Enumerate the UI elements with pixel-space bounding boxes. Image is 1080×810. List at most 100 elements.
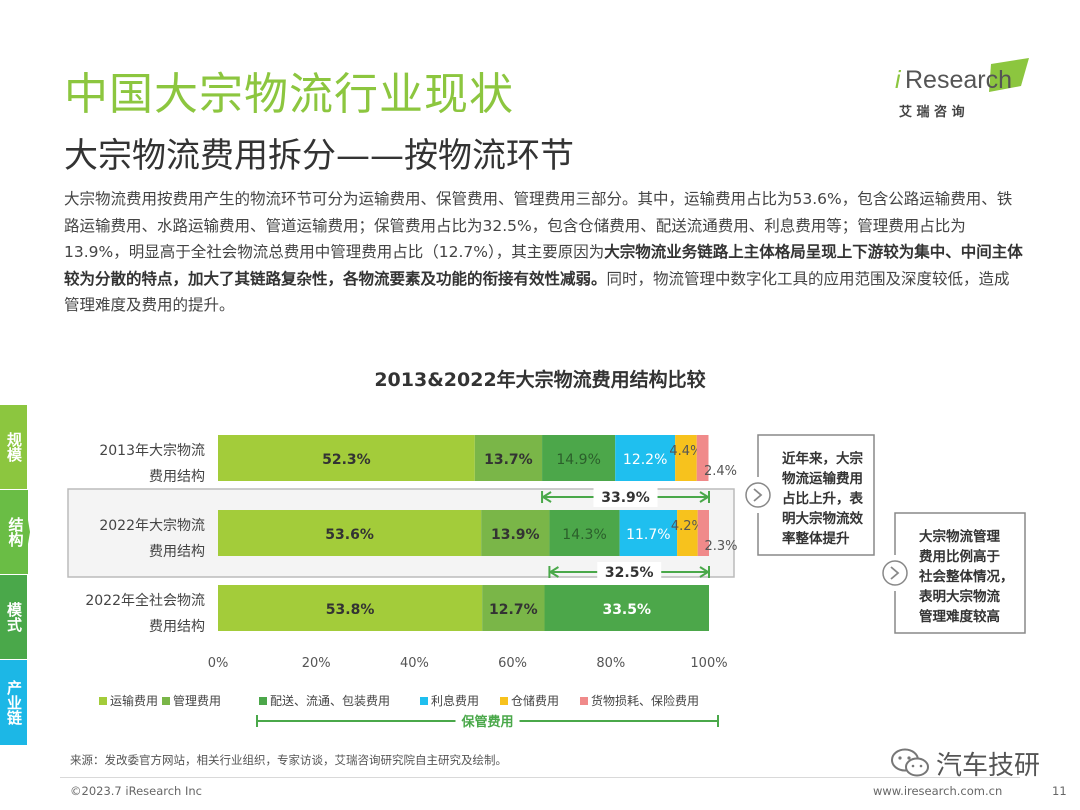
bracket-label: 32.5% [605, 565, 654, 581]
category-label: 2022年全社会物流 [85, 592, 205, 609]
bar-segment [697, 510, 709, 556]
bar-label: 4.2% [671, 519, 704, 534]
bar-label: 2.3% [704, 539, 737, 554]
legend-label: 运输费用 [110, 693, 158, 708]
bracket-arrow [699, 491, 710, 503]
callout-management-box [894, 512, 1026, 634]
bar-segment [542, 435, 616, 481]
callout-efficiency-chevron-icon [745, 482, 771, 508]
bracket-arrow [541, 491, 552, 503]
bracket-arrow [548, 566, 559, 578]
chart-title: 2013&2022年大宗物流费用结构比较 [374, 369, 706, 391]
bar-label: 11.7% [626, 527, 670, 543]
callout-efficiency-box [757, 434, 875, 556]
footer-divider [60, 777, 1020, 778]
callout-management-text: 费用比例高于 [919, 548, 1000, 565]
callout-management-text: 管理难度较高 [919, 608, 1000, 625]
bar-segment [696, 435, 709, 481]
callout-efficiency-text: 明大宗物流效 [782, 510, 863, 527]
bracket-arrow [699, 566, 710, 578]
callout-management-chevron-icon [882, 560, 908, 586]
bar-segment [675, 435, 697, 481]
side-nav-item-1[interactable]: 结构 [0, 490, 30, 574]
side-nav-label: 模式 [5, 602, 23, 632]
intro-segment-0: 大宗物流费用按费用产生的物流环节可分为运输费用、保管费用、管理费用三部分。其中，… [64, 190, 1013, 261]
callout-management-text: 表明大宗物流 [919, 588, 1000, 605]
legend-label: 管理费用 [173, 693, 221, 708]
bar-label: 13.7% [484, 452, 533, 468]
bar-segment [474, 435, 543, 481]
bar-segment [482, 585, 545, 631]
x-tick-label: 100% [690, 656, 727, 671]
category-label: 费用结构 [149, 469, 205, 485]
category-label: 2022年大宗物流 [99, 518, 205, 534]
intro-paragraph: 大宗物流费用按费用产生的物流环节可分为运输费用、保管费用、管理费用三部分。其中，… [64, 186, 1024, 319]
legend-swatch [259, 697, 267, 705]
bar-label: 52.3% [322, 452, 371, 468]
category-label: 费用结构 [149, 544, 205, 560]
watermark: 汽车技研 [890, 745, 1040, 781]
site-url[interactable]: www.iresearch.com.cn [873, 784, 1003, 798]
x-tick-label: 80% [596, 656, 625, 671]
callout-efficiency-text: 物流运输费用 [782, 470, 863, 487]
bar-segment [544, 585, 709, 631]
callout-efficiency-text: 占比上升，表 [782, 490, 863, 507]
x-tick-label: 0% [208, 656, 229, 671]
page-title: 中国大宗物流行业现状 [64, 69, 514, 120]
logo-cn: 艾 瑞 咨 询 [899, 104, 965, 120]
bar-label: 13.9% [491, 527, 540, 543]
callout-efficiency-text: 近年来，大宗 [782, 450, 863, 467]
side-nav-item-3[interactable]: 产业链 [0, 660, 27, 745]
bar-label: 53.6% [325, 527, 374, 543]
bar-label: 14.3% [562, 527, 606, 543]
bar-segment [218, 510, 482, 556]
logo-wordmark: Research [905, 66, 1012, 94]
legend-swatch [420, 697, 428, 705]
intro-segment-2: 同时，物流管理中数字化工具的应用范围及深度较低，造成管理难度及费用的提升。 [64, 269, 1010, 315]
wechat-icon [891, 748, 929, 777]
bar-label: 53.8% [326, 602, 375, 618]
bracket-label-bg [593, 487, 658, 507]
bar-label: 33.5% [602, 602, 651, 618]
bar-label: 14.9% [556, 452, 600, 468]
category-label: 2013年大宗物流 [99, 443, 205, 459]
bar-segment [677, 510, 698, 556]
legend-label: 配送、流通、包装费用 [270, 693, 390, 708]
side-nav-item-0[interactable]: 规模 [0, 405, 27, 489]
side-nav-label: 结构 [6, 517, 25, 547]
legend-group-label-bg [455, 712, 520, 730]
bar-segment [218, 435, 475, 481]
bracket-label: 33.9% [601, 490, 650, 506]
legend-swatch [500, 697, 508, 705]
logo-i: i [895, 66, 902, 94]
iresearch-logo: i Research 艾 瑞 咨 询 [895, 58, 1029, 120]
side-nav-label: 规模 [5, 432, 23, 462]
bar-segment [549, 510, 620, 556]
callout-management-chevron-glyph [890, 566, 900, 580]
x-tick-label: 60% [498, 656, 527, 671]
legend-label: 货物损耗、保险费用 [591, 693, 699, 708]
callout-management-text: 大宗物流管理 [919, 528, 1000, 545]
legend-label: 仓储费用 [511, 693, 559, 708]
source-note: 来源：发改委官方网站，相关行业组织，专家访谈，艾瑞咨询研究院自主研究及绘制。 [70, 753, 507, 767]
logo-swoosh [989, 58, 1029, 92]
stacked-bar-chart: 2013年大宗物流费用结构2022年大宗物流费用结构2022年全社会物流费用结构… [67, 434, 1026, 730]
x-tick-label: 20% [302, 656, 331, 671]
copyright: ©2023.7 iResearch Inc [70, 784, 202, 798]
side-nav-item-2[interactable]: 模式 [0, 575, 27, 659]
legend-swatch [162, 697, 170, 705]
bar-segment [218, 585, 483, 631]
bar-label: 12.2% [623, 452, 667, 468]
callout-efficiency-chevron-glyph [753, 488, 763, 502]
page-number: 11 [1052, 784, 1067, 798]
bar-segment [481, 510, 550, 556]
callout-efficiency-text: 率整体提升 [782, 530, 850, 547]
bar-segment [619, 510, 678, 556]
watermark-text: 汽车技研 [936, 750, 1041, 781]
category-label: 费用结构 [149, 619, 205, 635]
legend-swatch [99, 697, 107, 705]
callout-management-text: 社会整体情况， [918, 568, 1014, 585]
legend-group-label: 保管费用 [460, 714, 513, 730]
bracket-label-bg [597, 562, 662, 582]
legend-swatch [580, 697, 588, 705]
